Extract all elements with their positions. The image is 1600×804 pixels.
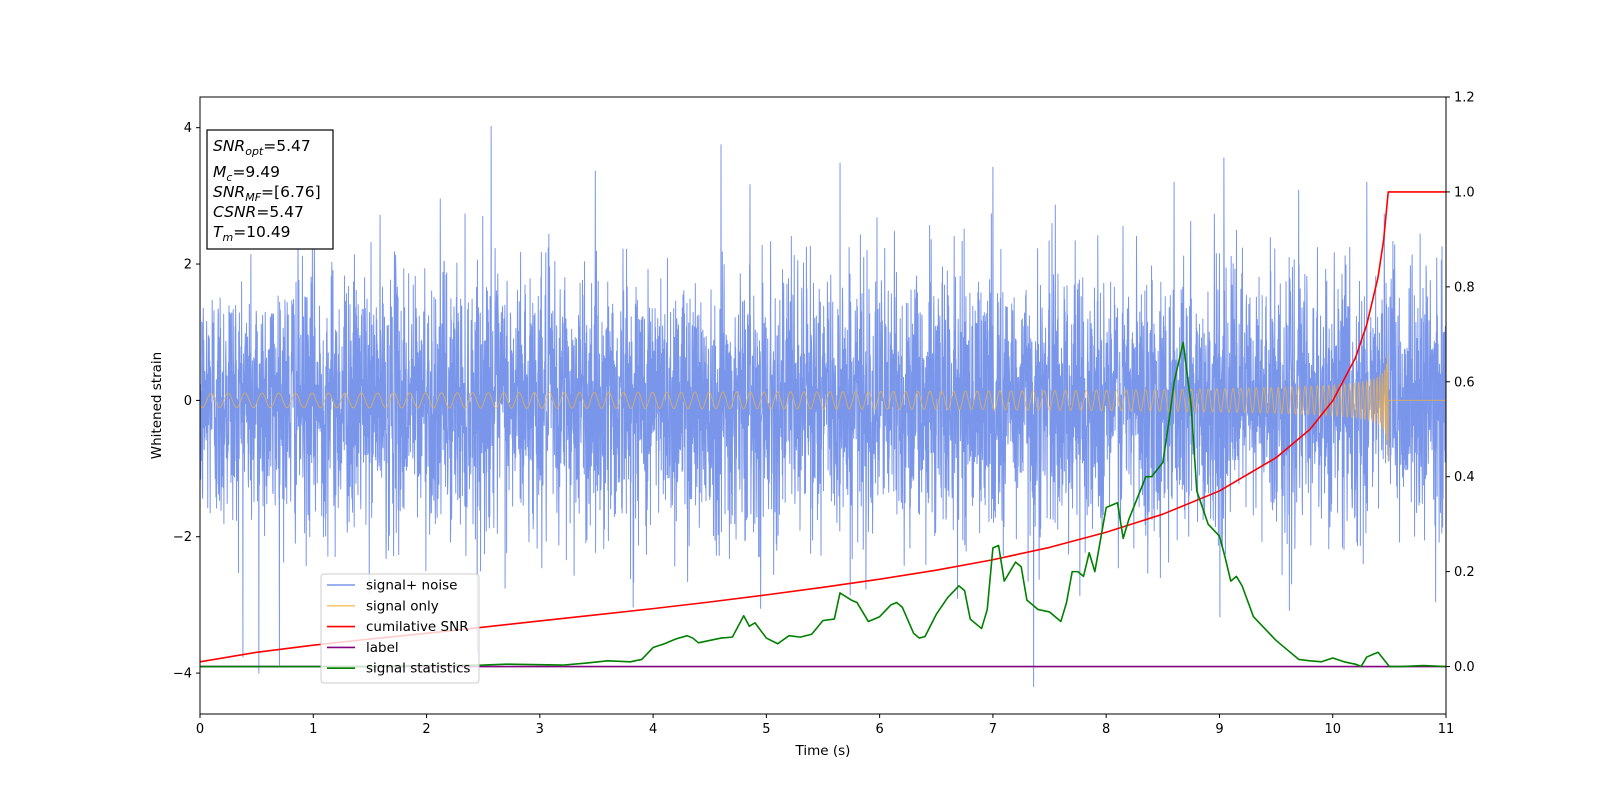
y2-tick-label: 0.6 [1454,375,1475,390]
x-tick-label: 4 [649,722,657,737]
y2-tick-label: 1.0 [1454,185,1475,200]
y2-tick-label: 0.4 [1454,470,1475,485]
stats-box-frame [206,129,334,250]
stats-line: SNRMF=[6.76] [213,183,321,204]
stats-line: Tm=10.49 [213,223,291,244]
y2-tick-label: 1.2 [1454,91,1475,106]
x-tick-label: 9 [1215,722,1223,737]
x-axis-label: Time (s) [795,743,851,759]
x-tick-label: 8 [1102,722,1110,737]
stats-line: SNRopt=5.47 [213,137,311,158]
x-tick-label: 7 [989,722,997,737]
series-signal-statistics [200,341,1446,668]
x-tick-label: 10 [1324,722,1341,737]
x-tick-label: 1 [309,722,317,737]
x-tick-label: 3 [536,722,544,737]
x-tick-label: 2 [422,722,430,737]
y-tick-label: −2 [173,530,192,545]
legend-entry-label: signal+ noise [366,578,457,594]
series-signal-noise [200,125,1446,688]
x-tick-label: 5 [762,722,770,737]
legend-entry-label: signal statistics [366,661,470,677]
legend-entry-label: cumilative SNR [366,619,469,635]
legend: signal+ noise signal only cumilative SNR la… [320,573,480,684]
y-axis-ticks: −4 −2 0 2 4 [173,121,200,682]
y2-axis-ticks: 0.0 0.2 0.4 0.6 0.8 1.0 1.2 [1446,91,1475,675]
y-tick-label: 2 [184,258,192,273]
x-tick-label: 6 [875,722,883,737]
legend-entry-label: label [366,640,399,656]
legend-frame [320,573,480,684]
y2-tick-label: 0.2 [1454,565,1475,580]
legend-entry-label: signal only [366,598,439,614]
axes-frame [199,96,1447,715]
y-tick-label: −4 [173,667,192,682]
y-tick-label: 0 [184,394,192,409]
stats-line: Mc=9.49 [213,163,280,184]
x-tick-label: 11 [1438,722,1455,737]
x-tick-label: 0 [196,722,204,737]
series-signal-only [200,354,1446,462]
y-tick-label: 4 [184,121,192,136]
stats-line: CSNR=5.47 [213,203,304,221]
y-axis-label: Whitened strain [149,352,165,459]
y2-tick-label: 0.0 [1454,660,1475,675]
y2-tick-label: 0.8 [1454,280,1475,295]
x-axis-ticks: 0 1 2 3 4 5 6 7 8 9 10 11 [196,714,1454,737]
